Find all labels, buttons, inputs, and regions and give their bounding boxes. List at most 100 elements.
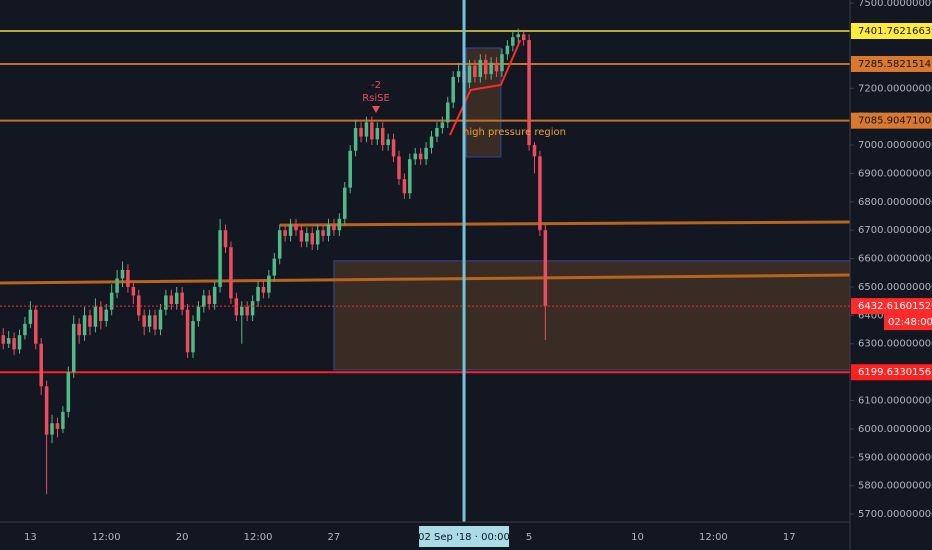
candle-body bbox=[380, 128, 385, 146]
candle-body bbox=[158, 309, 163, 330]
candle-body bbox=[446, 102, 450, 123]
candle-body bbox=[55, 423, 60, 429]
x-tick-label: 5 bbox=[526, 532, 532, 543]
candle-body bbox=[6, 338, 11, 344]
candle-body bbox=[521, 34, 526, 41]
countdown: 02:48:00 bbox=[888, 317, 932, 328]
crosshair-label-bg bbox=[419, 526, 510, 547]
candle-body bbox=[391, 139, 396, 157]
last-price-label: 6432.61601529 bbox=[858, 301, 932, 312]
candles bbox=[1, 28, 548, 495]
candle-body bbox=[429, 136, 434, 148]
candle-body bbox=[82, 315, 87, 336]
candle-body bbox=[61, 411, 65, 429]
candle-body bbox=[17, 335, 22, 350]
candle-body bbox=[500, 54, 504, 72]
candle-body bbox=[142, 315, 146, 327]
candle-body bbox=[386, 139, 390, 146]
x-tick-label: 13 bbox=[24, 532, 37, 543]
level-label-bg bbox=[851, 364, 932, 381]
y-tick-label: 6500.00000000 bbox=[858, 282, 932, 293]
y-tick-label: 6900.00000000 bbox=[858, 168, 932, 179]
candle-body bbox=[456, 71, 461, 77]
candle-body bbox=[250, 301, 255, 316]
candle-body bbox=[489, 62, 493, 75]
candle-body bbox=[39, 343, 43, 387]
price-axis bbox=[850, 0, 932, 550]
x-tick-label: 10 bbox=[631, 532, 644, 543]
candle-body bbox=[375, 128, 380, 140]
y-tick-label: 6800.00000000 bbox=[858, 197, 932, 208]
candle-body bbox=[196, 306, 201, 322]
candle-body bbox=[147, 315, 152, 327]
red-trend bbox=[449, 39, 522, 136]
candle-body bbox=[104, 309, 109, 322]
candle-body bbox=[353, 128, 358, 151]
candle-body bbox=[28, 309, 33, 324]
axes: 5700.00000000 5800.00000000 5900.00000000 6… bbox=[24, 0, 932, 547]
candle-body bbox=[435, 128, 439, 137]
candle-body bbox=[207, 295, 212, 305]
candle-body bbox=[277, 230, 282, 259]
trend-line bbox=[279, 220, 851, 227]
signal-arrow bbox=[372, 106, 380, 113]
candle-body bbox=[516, 34, 521, 38]
annotation: RsiSE bbox=[362, 93, 390, 104]
candle-body bbox=[261, 286, 266, 293]
candle-body bbox=[348, 150, 352, 188]
candle-body bbox=[288, 224, 293, 236]
candle-body bbox=[364, 122, 369, 137]
y-tick-label: 5800.00000000 bbox=[858, 481, 932, 492]
candle-body bbox=[343, 187, 347, 219]
candle-body bbox=[483, 59, 488, 75]
candle-body bbox=[245, 306, 249, 316]
annotation: -2 bbox=[371, 80, 381, 91]
level-label: 7085.90471003 bbox=[858, 116, 932, 127]
candle-body bbox=[397, 156, 401, 180]
candle-body bbox=[473, 65, 477, 77]
candle-body bbox=[326, 224, 331, 236]
candle-body bbox=[212, 286, 217, 305]
candle-body bbox=[494, 62, 499, 72]
candle-body bbox=[299, 230, 304, 242]
candle-body bbox=[23, 323, 27, 336]
candle-body bbox=[505, 45, 510, 55]
candle-body bbox=[408, 159, 412, 194]
x-tick-label: 12:00 bbox=[244, 532, 273, 543]
x-tick-label: 17 bbox=[783, 532, 796, 543]
candle-body bbox=[93, 306, 98, 327]
candle-body bbox=[202, 295, 206, 307]
overlay bbox=[0, 0, 850, 522]
candle-body bbox=[1, 335, 6, 344]
candle-body bbox=[283, 230, 287, 236]
candle-body bbox=[234, 298, 239, 316]
candle-body bbox=[191, 321, 195, 353]
candle-body bbox=[451, 76, 455, 103]
candle-body bbox=[34, 309, 38, 344]
candle-body bbox=[294, 224, 298, 231]
y-tick-label: 6600.00000000 bbox=[858, 254, 932, 265]
y-tick-label: 5900.00000000 bbox=[858, 452, 932, 463]
candle-body bbox=[109, 292, 114, 310]
candle-body bbox=[527, 40, 531, 146]
y-tick-label: 5700.00000000 bbox=[858, 509, 932, 520]
candle-body bbox=[359, 128, 363, 137]
candle-body bbox=[185, 309, 190, 353]
candle-body bbox=[310, 233, 315, 245]
candle-body bbox=[532, 145, 537, 157]
y-tick-label: 6100.00000000 bbox=[858, 396, 932, 407]
candle-body bbox=[321, 230, 325, 236]
candle-body bbox=[370, 122, 374, 140]
crosshair-label: 02 Sep '18 · 00:00 bbox=[418, 532, 510, 543]
candle-body bbox=[538, 156, 542, 231]
trend-line bbox=[0, 273, 851, 285]
candle-body bbox=[12, 338, 16, 350]
y-tick-label: 6300.00000000 bbox=[858, 339, 932, 350]
x-tick-label: 12:00 bbox=[699, 532, 728, 543]
candle-body bbox=[315, 230, 320, 245]
candle-body bbox=[50, 423, 54, 435]
candle-body bbox=[305, 233, 309, 242]
candle-body bbox=[164, 295, 168, 310]
candle-body bbox=[169, 295, 174, 305]
